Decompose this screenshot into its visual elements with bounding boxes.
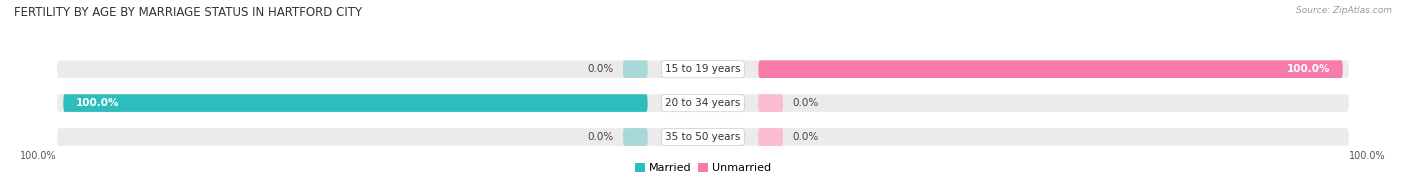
Text: 0.0%: 0.0% <box>792 98 818 108</box>
FancyBboxPatch shape <box>623 60 648 78</box>
FancyBboxPatch shape <box>58 94 1348 112</box>
Text: 100.0%: 100.0% <box>20 151 56 161</box>
Text: 15 to 19 years: 15 to 19 years <box>665 64 741 74</box>
Text: 100.0%: 100.0% <box>1286 64 1330 74</box>
Text: 0.0%: 0.0% <box>588 64 614 74</box>
FancyBboxPatch shape <box>758 94 783 112</box>
FancyBboxPatch shape <box>63 94 648 112</box>
FancyBboxPatch shape <box>758 60 1343 78</box>
Text: Source: ZipAtlas.com: Source: ZipAtlas.com <box>1296 6 1392 15</box>
Text: 20 to 34 years: 20 to 34 years <box>665 98 741 108</box>
Text: 0.0%: 0.0% <box>792 132 818 142</box>
Text: FERTILITY BY AGE BY MARRIAGE STATUS IN HARTFORD CITY: FERTILITY BY AGE BY MARRIAGE STATUS IN H… <box>14 6 363 19</box>
FancyBboxPatch shape <box>58 60 1348 78</box>
Text: 100.0%: 100.0% <box>76 98 120 108</box>
Text: 35 to 50 years: 35 to 50 years <box>665 132 741 142</box>
Text: 100.0%: 100.0% <box>1350 151 1386 161</box>
FancyBboxPatch shape <box>58 128 1348 146</box>
FancyBboxPatch shape <box>758 128 783 146</box>
Text: 0.0%: 0.0% <box>588 132 614 142</box>
FancyBboxPatch shape <box>623 128 648 146</box>
Legend: Married, Unmarried: Married, Unmarried <box>630 159 776 178</box>
